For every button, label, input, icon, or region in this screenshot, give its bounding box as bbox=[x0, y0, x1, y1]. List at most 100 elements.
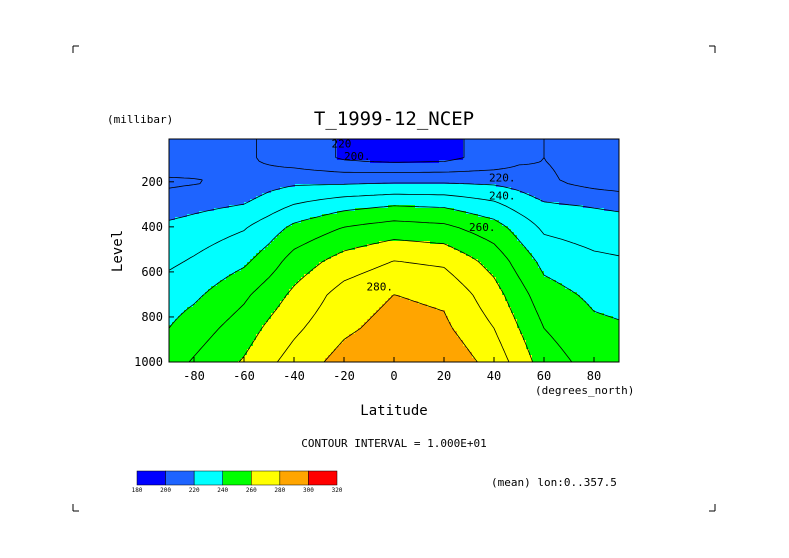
contour-cell bbox=[271, 256, 275, 260]
contour-cell bbox=[334, 358, 338, 362]
contour-cell bbox=[184, 334, 188, 338]
contour-cell bbox=[316, 214, 320, 218]
contour-cell bbox=[271, 349, 275, 353]
contour-cell bbox=[331, 208, 335, 212]
contour-cell bbox=[235, 220, 239, 224]
contour-cell bbox=[223, 220, 227, 224]
contour-cell bbox=[193, 232, 197, 236]
contour-cell bbox=[259, 208, 263, 212]
contour-cell bbox=[364, 310, 368, 314]
contour-cell bbox=[355, 211, 359, 215]
contour-cell bbox=[187, 316, 191, 320]
contour-cell bbox=[235, 343, 239, 347]
contour-cell bbox=[199, 241, 203, 245]
contour-cell bbox=[310, 349, 314, 353]
contour-cell bbox=[295, 139, 299, 143]
contour-cell bbox=[175, 250, 179, 254]
contour-cell bbox=[277, 139, 281, 143]
contour-cell bbox=[211, 226, 215, 230]
contour-cell bbox=[169, 172, 173, 176]
contour-cell bbox=[178, 196, 182, 200]
contour-cell bbox=[277, 181, 281, 185]
contour-cell bbox=[181, 199, 185, 203]
contour-cell bbox=[310, 250, 314, 254]
contour-cell bbox=[334, 334, 338, 338]
contour-cell bbox=[250, 241, 254, 245]
contour-cell bbox=[304, 340, 308, 344]
contour-cell bbox=[172, 319, 176, 323]
contour-cell bbox=[247, 154, 251, 158]
contour-cell bbox=[190, 220, 194, 224]
contour-cell bbox=[286, 139, 290, 143]
contour-cell bbox=[310, 241, 314, 245]
contour-cell bbox=[295, 235, 299, 239]
contour-cell bbox=[217, 172, 221, 176]
contour-cell bbox=[277, 334, 281, 338]
contour-cell bbox=[361, 181, 365, 185]
contour-cell bbox=[298, 145, 302, 149]
contour-cell bbox=[289, 307, 293, 311]
contour-cell bbox=[265, 268, 269, 272]
contour-cell bbox=[184, 289, 188, 293]
contour-cell bbox=[295, 250, 299, 254]
contour-cell bbox=[355, 148, 359, 152]
contour-cell bbox=[178, 148, 182, 152]
contour-cell bbox=[280, 337, 284, 341]
contour-cell bbox=[214, 166, 218, 170]
contour-cell bbox=[367, 154, 371, 158]
contour-cell bbox=[175, 145, 179, 149]
contour-cell bbox=[232, 304, 236, 308]
contour-cell bbox=[178, 187, 182, 191]
contour-cell bbox=[319, 154, 323, 158]
contour-cell bbox=[202, 259, 206, 263]
contour-cell bbox=[337, 325, 341, 329]
contour-cell bbox=[232, 151, 236, 155]
contour-cell bbox=[220, 331, 224, 335]
contour-cell bbox=[277, 298, 281, 302]
contour-cell bbox=[361, 241, 365, 245]
contour-cell bbox=[199, 283, 203, 287]
contour-cell bbox=[262, 151, 266, 155]
contour-cell bbox=[298, 169, 302, 173]
contour-cell bbox=[169, 214, 173, 218]
contour-cell bbox=[220, 181, 224, 185]
contour-cell bbox=[337, 301, 341, 305]
contour-cell bbox=[238, 235, 242, 239]
contour-cell bbox=[211, 310, 215, 314]
contour-cell bbox=[268, 160, 272, 164]
contour-cell bbox=[247, 277, 251, 281]
contour-cell bbox=[172, 205, 176, 209]
contour-cell bbox=[190, 214, 194, 218]
contour-cell bbox=[262, 292, 266, 296]
contour-cell bbox=[172, 247, 176, 251]
contour-cell bbox=[202, 166, 206, 170]
contour-cell bbox=[220, 241, 224, 245]
contour-cell bbox=[193, 250, 197, 254]
contour-cell bbox=[322, 163, 326, 167]
contour-cell bbox=[256, 328, 260, 332]
contour-cell bbox=[184, 205, 188, 209]
contour-cell bbox=[199, 295, 203, 299]
contour-cell bbox=[361, 355, 365, 359]
contour-cell bbox=[310, 346, 314, 350]
contour-cell bbox=[175, 205, 179, 209]
contour-cell bbox=[229, 247, 233, 251]
contour-cell bbox=[307, 172, 311, 176]
contour-cell bbox=[217, 331, 221, 335]
contour-cell bbox=[289, 277, 293, 281]
contour-cell bbox=[247, 193, 251, 197]
contour-cell bbox=[262, 346, 266, 350]
contour-cell bbox=[349, 259, 353, 263]
contour-cell bbox=[271, 145, 275, 149]
contour-cell bbox=[352, 244, 356, 248]
contour-cell bbox=[235, 316, 239, 320]
contour-cell bbox=[310, 355, 314, 359]
contour-cell bbox=[307, 181, 311, 185]
contour-cell bbox=[319, 253, 323, 257]
contour-cell bbox=[214, 307, 218, 311]
contour-cell bbox=[250, 142, 254, 146]
contour-cell bbox=[208, 289, 212, 293]
contour-cell bbox=[169, 178, 173, 182]
contour-cell bbox=[319, 190, 323, 194]
contour-cell bbox=[190, 208, 194, 212]
